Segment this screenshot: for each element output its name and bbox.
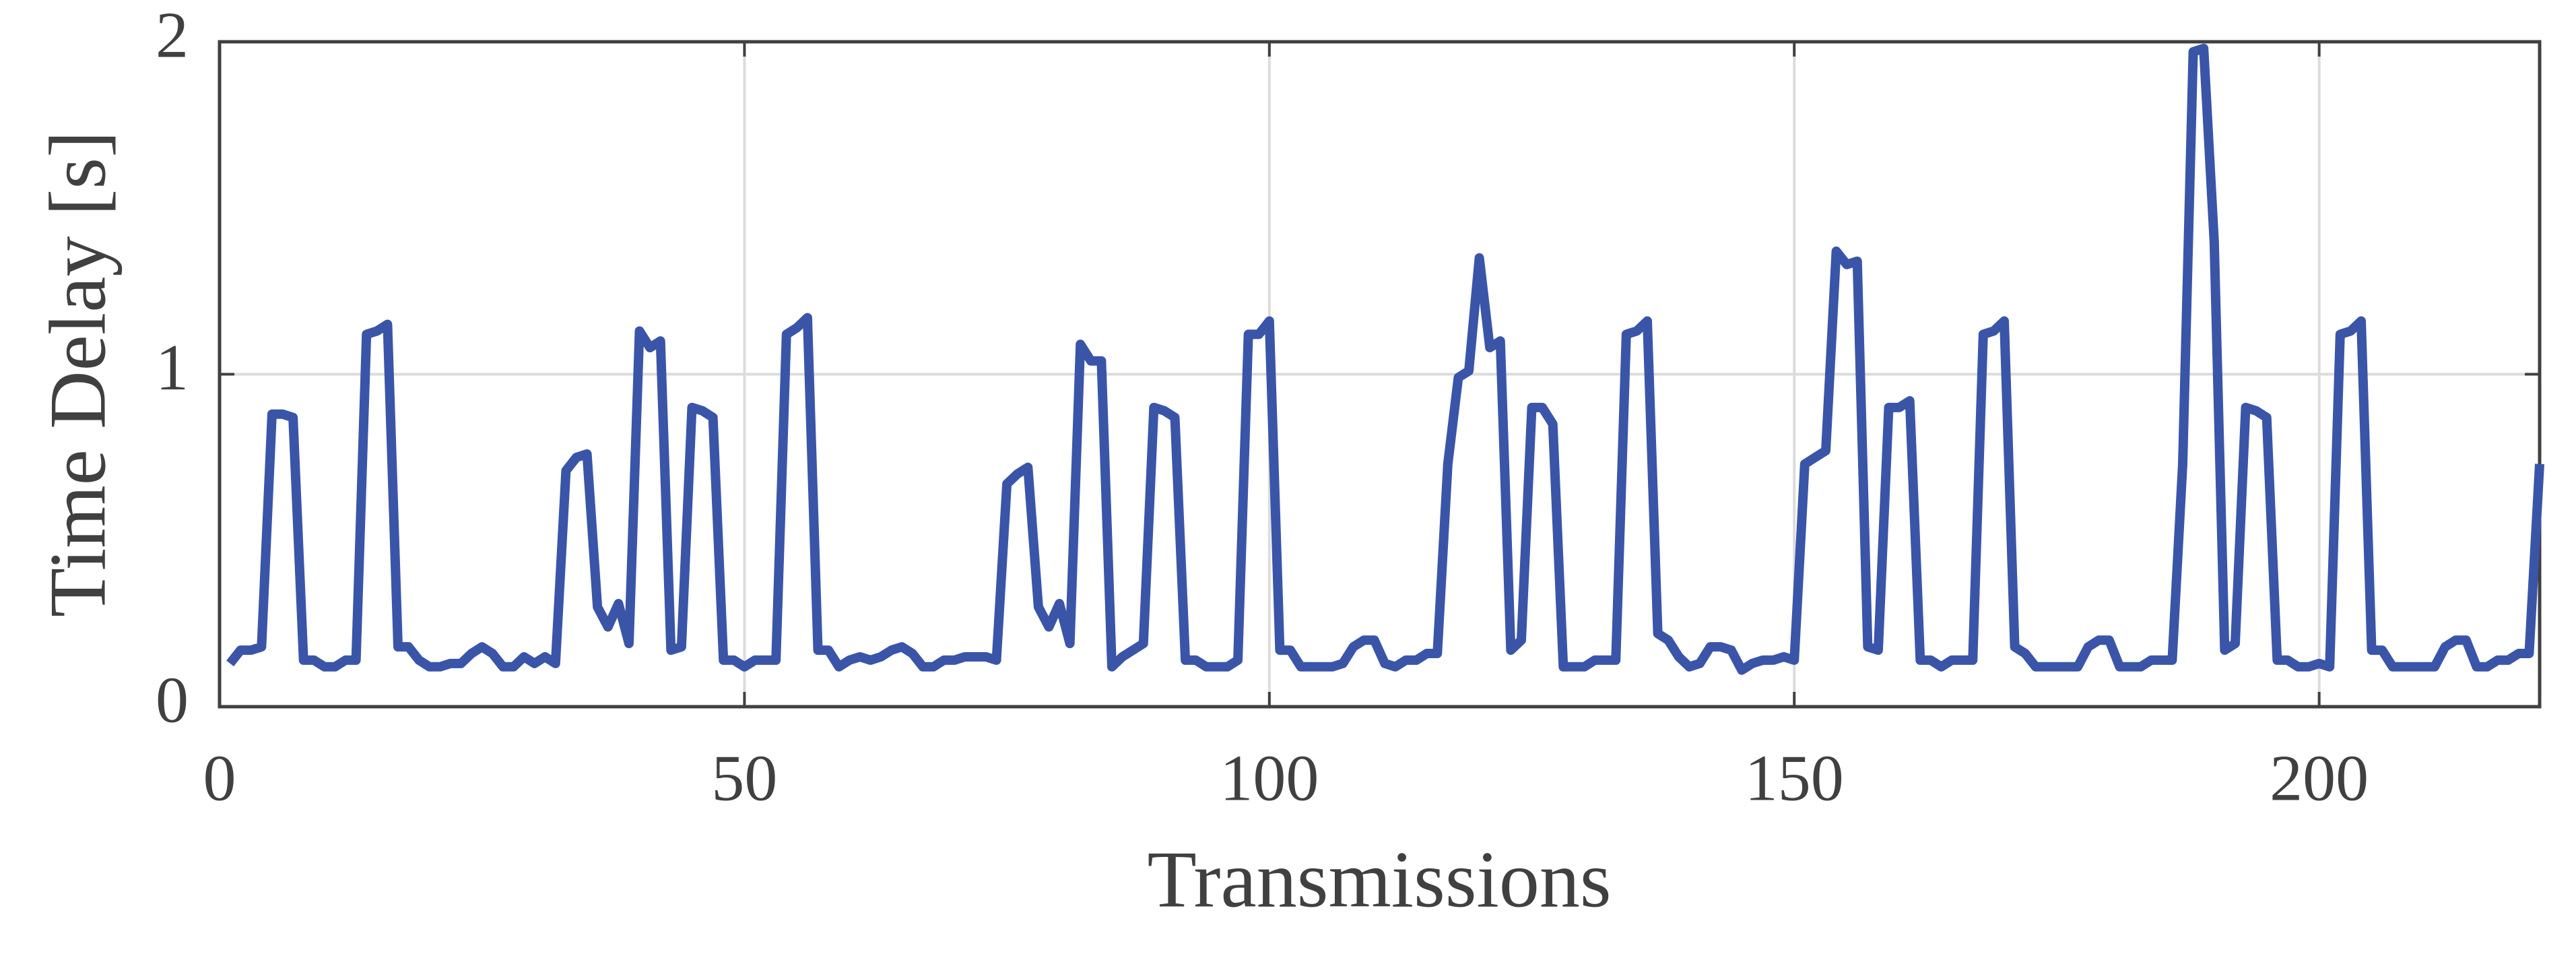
y-axis-label: Time Delay [s] bbox=[33, 131, 123, 617]
data-line bbox=[226, 43, 2544, 675]
y-tick-label: 1 bbox=[156, 331, 189, 404]
x-axis-label: Transmissions bbox=[1147, 835, 1611, 924]
x-tick-label: 0 bbox=[203, 742, 236, 814]
x-tick-label: 50 bbox=[711, 742, 777, 814]
x-tick-label: 150 bbox=[1745, 742, 1844, 814]
y-tick-label: 2 bbox=[156, 0, 189, 71]
plot-frame bbox=[218, 40, 2542, 709]
y-tick-label: 0 bbox=[156, 664, 189, 736]
x-tick-label: 100 bbox=[1220, 742, 1319, 814]
x-tick-label: 200 bbox=[2270, 742, 2369, 814]
